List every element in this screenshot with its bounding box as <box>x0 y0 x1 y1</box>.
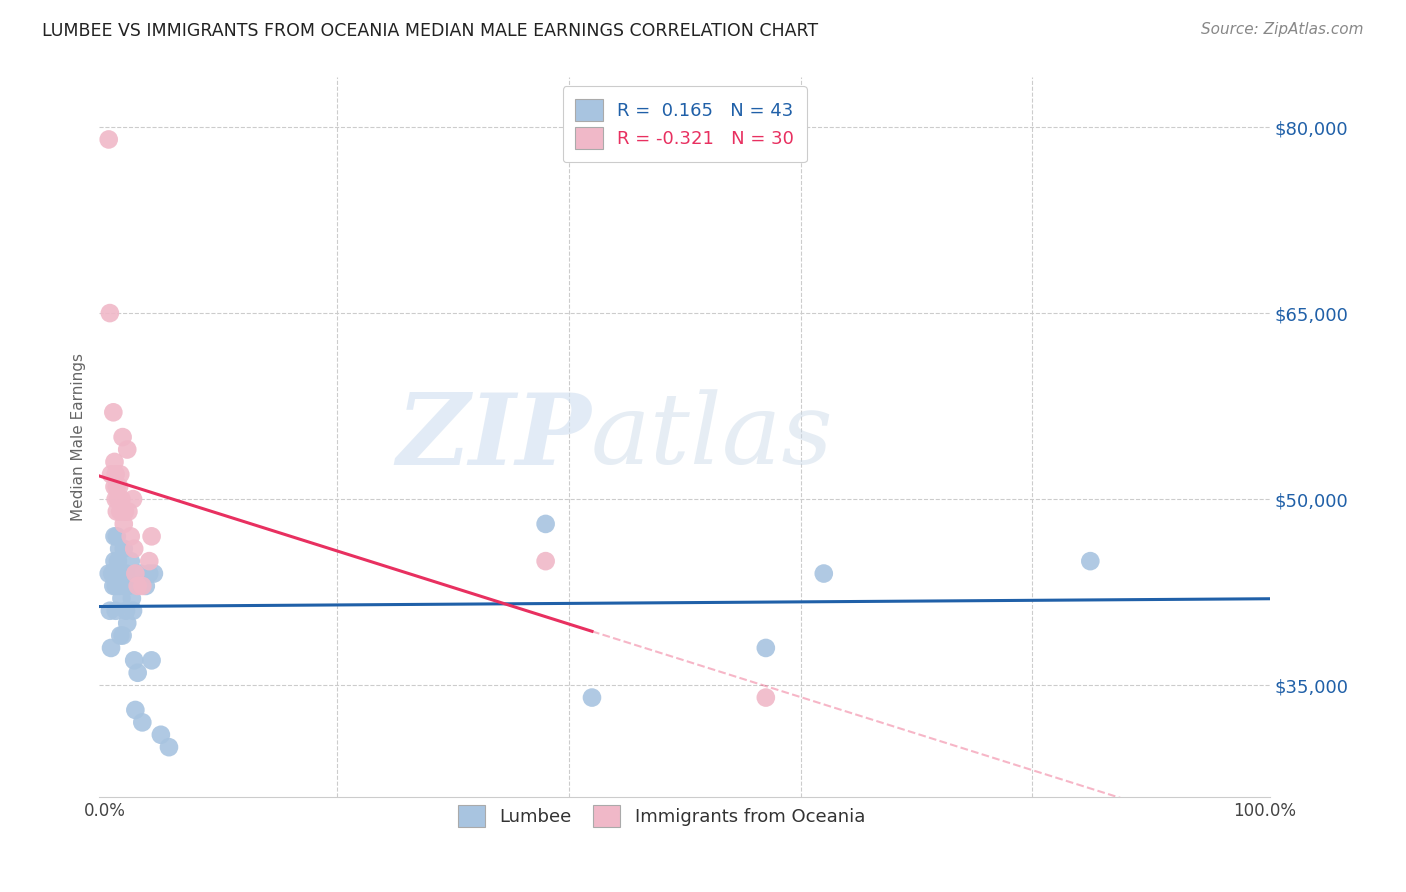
Point <box>117 616 139 631</box>
Point <box>103 480 125 494</box>
Point <box>112 516 135 531</box>
Point <box>124 566 146 581</box>
Point <box>120 529 142 543</box>
Text: Source: ZipAtlas.com: Source: ZipAtlas.com <box>1201 22 1364 37</box>
Point <box>534 554 557 568</box>
Point <box>104 579 127 593</box>
Point <box>103 455 125 469</box>
Point <box>813 566 835 581</box>
Point <box>105 480 128 494</box>
Point <box>97 132 120 146</box>
Point <box>135 579 157 593</box>
Point <box>105 566 128 581</box>
Point <box>141 529 163 543</box>
Point <box>103 405 125 419</box>
Point <box>121 591 143 606</box>
Point <box>122 653 145 667</box>
Point <box>581 690 603 705</box>
Point <box>534 516 557 531</box>
Legend: Lumbee, Immigrants from Oceania: Lumbee, Immigrants from Oceania <box>450 798 872 835</box>
Point <box>104 467 127 482</box>
Point <box>122 492 145 507</box>
Point <box>115 566 138 581</box>
Point <box>103 529 125 543</box>
Point <box>101 566 124 581</box>
Point <box>110 504 132 518</box>
Point <box>107 554 129 568</box>
Point <box>117 442 139 457</box>
Point <box>111 430 134 444</box>
Point <box>105 504 128 518</box>
Point <box>117 579 139 593</box>
Point <box>114 579 136 593</box>
Point <box>108 480 131 494</box>
Point <box>142 566 165 581</box>
Point <box>117 504 139 518</box>
Point <box>141 653 163 667</box>
Point <box>103 554 125 568</box>
Point <box>104 492 127 507</box>
Text: ZIP: ZIP <box>396 389 591 485</box>
Point <box>103 579 125 593</box>
Point <box>755 640 778 655</box>
Point <box>122 604 145 618</box>
Point <box>111 629 134 643</box>
Point <box>107 492 129 507</box>
Point <box>127 665 149 680</box>
Point <box>105 529 128 543</box>
Point <box>127 579 149 593</box>
Point <box>108 579 131 593</box>
Point <box>122 541 145 556</box>
Point <box>98 604 121 618</box>
Point <box>131 579 153 593</box>
Point <box>97 566 120 581</box>
Text: LUMBEE VS IMMIGRANTS FROM OCEANIA MEDIAN MALE EARNINGS CORRELATION CHART: LUMBEE VS IMMIGRANTS FROM OCEANIA MEDIAN… <box>42 22 818 40</box>
Point <box>1078 554 1101 568</box>
Point <box>131 715 153 730</box>
Point <box>129 566 152 581</box>
Point <box>98 306 121 320</box>
Point <box>110 629 132 643</box>
Point <box>111 566 134 581</box>
Text: atlas: atlas <box>591 390 834 484</box>
Point <box>100 467 122 482</box>
Point <box>110 492 132 507</box>
Point <box>112 541 135 556</box>
Point <box>110 591 132 606</box>
Point <box>157 740 180 755</box>
Point <box>124 703 146 717</box>
Point <box>110 467 132 482</box>
Point <box>138 554 160 568</box>
Y-axis label: Median Male Earnings: Median Male Earnings <box>72 353 86 521</box>
Point <box>114 504 136 518</box>
Point <box>755 690 778 705</box>
Point <box>138 566 160 581</box>
Point <box>100 640 122 655</box>
Point <box>120 554 142 568</box>
Point <box>115 604 138 618</box>
Point <box>104 604 127 618</box>
Point <box>108 541 131 556</box>
Point <box>149 728 172 742</box>
